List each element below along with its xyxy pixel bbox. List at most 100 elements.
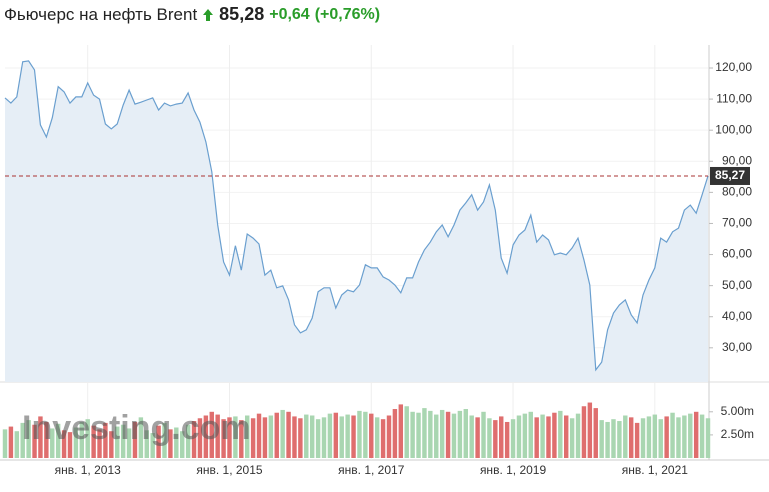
volume-bar [61, 430, 67, 458]
volume-bar [676, 417, 681, 458]
volume-bar [162, 422, 167, 458]
volume-bar [185, 424, 191, 458]
volume-bar [546, 416, 551, 458]
y-tick-label: 40,00 [722, 309, 752, 323]
volume-bar [699, 414, 705, 458]
volume-bar [14, 431, 20, 458]
volume-bar [120, 424, 126, 458]
volume-bar [327, 413, 333, 458]
volume-bar [445, 411, 451, 458]
y-tick-label: 50,00 [722, 278, 752, 292]
change-percent: (+0,76%) [314, 5, 381, 23]
y-tick-label: 110,00 [716, 91, 752, 105]
volume-bar [410, 411, 415, 458]
volume-bar [380, 419, 386, 458]
volume-bar [168, 429, 173, 458]
volume-bar [44, 421, 49, 458]
volume-bar [38, 416, 43, 458]
volume-bar [339, 416, 344, 458]
price-tag-label: 85,27 [715, 168, 745, 182]
volume-bar [646, 416, 652, 458]
volume-bar [569, 418, 575, 458]
volume-bar [298, 418, 303, 458]
x-tick-label: янв. 1, 2021 [622, 463, 689, 477]
x-tick-label: янв. 1, 2019 [480, 463, 547, 477]
volume-tick-label: 5.00m [721, 404, 754, 418]
volume-bar [103, 422, 108, 458]
volume-bar [499, 416, 504, 458]
volume-bar [126, 428, 132, 458]
y-tick-label: 90,00 [722, 153, 752, 167]
volume-bar [451, 413, 457, 458]
volume-bar [309, 415, 315, 458]
volume-bar [611, 419, 616, 458]
volume-bar [386, 415, 392, 458]
volume-bar [593, 408, 598, 458]
volume-bar [428, 410, 433, 458]
volume-bar [504, 421, 510, 458]
volume-bar [623, 415, 628, 458]
volume-bar [682, 415, 687, 458]
volume-bar [209, 411, 214, 458]
volume-bar [55, 423, 61, 458]
volume-bar [457, 410, 463, 458]
volume-bar [439, 409, 445, 458]
volume-bar [640, 418, 646, 458]
volume-bar [564, 415, 569, 458]
header: Фьючерс на нефть Brent 85,28 +0,64 (+0,7… [4, 4, 380, 25]
volume-bar [26, 420, 31, 458]
volume-bar [481, 411, 486, 458]
up-arrow [203, 8, 214, 21]
volume-bar [634, 422, 640, 458]
volume-bar [221, 419, 226, 458]
volume-bar [239, 420, 244, 458]
volume-bar [416, 412, 421, 458]
change: +0,64 [269, 5, 310, 23]
volume-bar [664, 416, 669, 458]
volume-bar [79, 421, 85, 458]
volume-bar [32, 424, 37, 458]
volume-bar [510, 419, 516, 458]
y-tick-label: 100,00 [715, 122, 752, 136]
volume-bar [705, 418, 711, 458]
volume-bar [156, 425, 161, 458]
volume-bar [244, 415, 250, 458]
volume-bar [693, 411, 699, 458]
volume-bar [8, 426, 14, 458]
volume-bar [197, 418, 203, 458]
volume-bar [617, 421, 622, 458]
volume-bar [144, 430, 149, 458]
volume-bar [138, 417, 144, 458]
watermark: Investing.com [22, 409, 251, 447]
volume-bar [280, 409, 285, 458]
volume-bar [475, 417, 480, 458]
volume-bar [493, 420, 498, 458]
volume-bar [345, 414, 350, 458]
volume-bar [73, 427, 79, 458]
volume-bar [233, 416, 238, 458]
volume-bar [91, 425, 96, 458]
volume-bar [398, 404, 404, 458]
volume-bar [599, 420, 604, 458]
volume-bar [552, 412, 557, 458]
volume-bar [150, 433, 155, 458]
volume-bar [250, 418, 256, 458]
volume-bar [434, 414, 439, 458]
volume-bar [605, 421, 610, 458]
volume-bar [191, 421, 197, 458]
volume-bar [540, 414, 545, 458]
area [5, 60, 708, 383]
volume-bar [286, 411, 291, 458]
volume-bar [115, 426, 120, 458]
volume-bar [628, 417, 634, 458]
title: Фьючерс на нефть Brent [4, 4, 198, 24]
x-tick-label: янв. 1, 2015 [196, 463, 263, 477]
x-tick-label: янв. 1, 2017 [338, 463, 405, 477]
volume-bar [174, 427, 179, 458]
volume-bar [658, 419, 663, 458]
volume-bar [292, 416, 297, 458]
volume-bar [487, 418, 492, 458]
volume-bar [268, 415, 274, 458]
volume-tick-label: 2.50m [721, 427, 754, 441]
volume-bar [132, 421, 138, 458]
